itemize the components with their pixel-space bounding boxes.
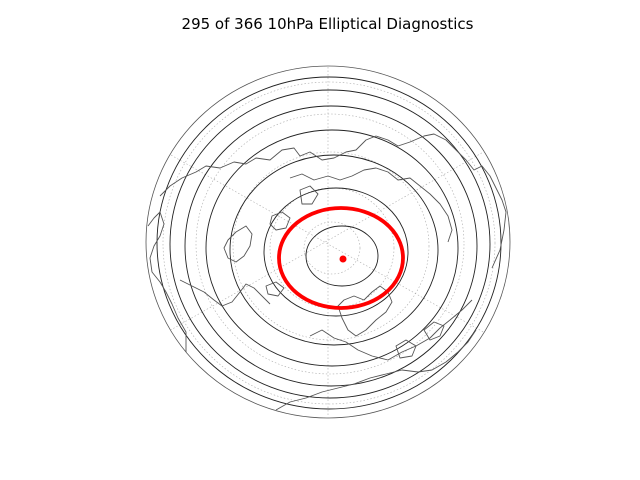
coastline-scandinavia <box>223 225 253 263</box>
coastline-svalbard <box>269 211 291 231</box>
coastline-greenland <box>337 285 393 337</box>
latitude-circle <box>162 81 496 405</box>
coastlines <box>147 133 507 411</box>
coastline-siberia-inner <box>289 167 453 243</box>
latitude-circle <box>195 113 465 375</box>
coastline-eurasia <box>159 133 507 269</box>
coastline-mediterranean <box>179 279 271 307</box>
latitude-circle <box>303 221 361 275</box>
vortex-ellipse <box>277 206 405 310</box>
vortex-centroid-marker <box>339 255 347 263</box>
coastline-north-america <box>275 329 477 411</box>
contour-line <box>169 89 491 399</box>
contour-line <box>205 129 459 367</box>
contour-line <box>229 154 439 346</box>
coastline-alaska <box>423 321 445 341</box>
contour-line <box>184 105 478 387</box>
coastline-novaya-zemlya <box>299 185 319 205</box>
coastline-iceland <box>265 281 285 297</box>
coastline-canadian-arctic <box>309 299 473 361</box>
contour-line <box>305 225 379 287</box>
contour-line <box>263 187 409 317</box>
latitude-circle <box>232 151 430 341</box>
meridian-line <box>161 149 495 339</box>
figure-title: 295 of 366 10hPa Elliptical Diagnostics <box>181 15 474 33</box>
coastline-hudson <box>395 339 417 359</box>
coastline-europe-west <box>147 211 187 352</box>
meridian-line <box>159 145 495 337</box>
